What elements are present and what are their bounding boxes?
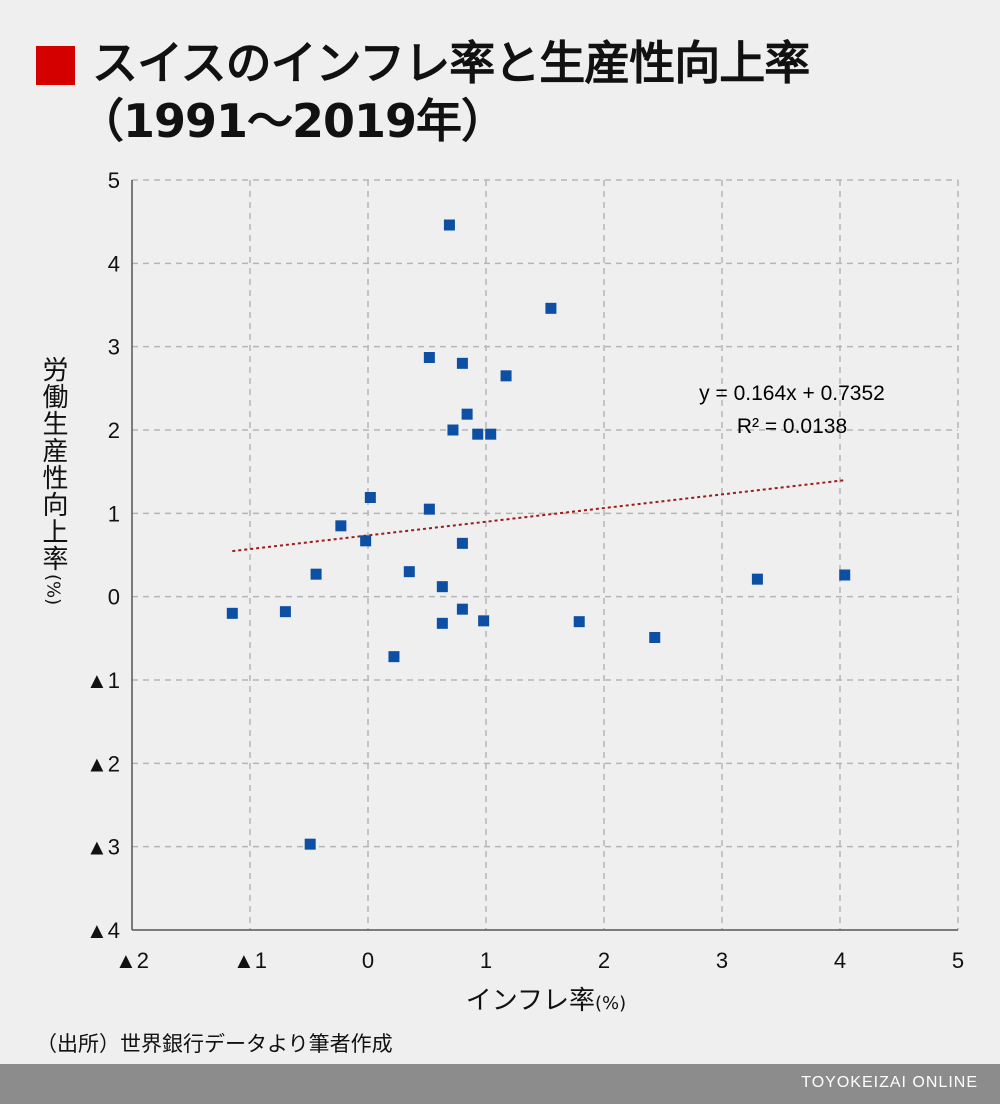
data-point [485, 428, 497, 440]
x-tick-label: 4 [834, 948, 846, 973]
footer-bar: TOYOKEIZAI ONLINE [0, 1064, 1000, 1104]
chart-title: スイスのインフレ率と生産性向上率 [92, 36, 810, 90]
data-point [388, 651, 400, 663]
x-axis-label-group: インフレ率(%) [0, 980, 1000, 1017]
x-axis-label: インフレ率 [465, 986, 596, 1016]
source-note: （出所）世界銀行データより筆者作成 [36, 1032, 393, 1056]
chart-subtitle: （1991〜2019年） [78, 94, 507, 148]
trendline-equation: y = 0.164x + 0.7352 [699, 382, 885, 405]
data-point [751, 573, 763, 585]
y-tick-label: 2 [108, 418, 120, 443]
data-point [456, 603, 468, 615]
data-point [436, 581, 448, 593]
y-axis-unit: (%) [42, 574, 64, 606]
data-point [545, 302, 557, 314]
x-tick-label: ▲2 [115, 948, 149, 973]
y-tick-label: 5 [108, 168, 120, 193]
trendline [232, 479, 845, 553]
data-point [304, 838, 316, 850]
data-point [436, 617, 448, 629]
data-point [360, 535, 372, 547]
data-point [403, 566, 415, 578]
data-point [447, 424, 459, 436]
data-points [226, 219, 851, 850]
x-tick-label: 0 [362, 948, 374, 973]
y-axis-label-group: 労働生産性向上率 (%) [36, 356, 70, 605]
tick-labels: 5 4 3 2 1 0 ▲1 ▲2 ▲3 ▲4 ▲2 ▲1 0 1 2 3 4 5 [86, 168, 964, 973]
data-point [456, 537, 468, 549]
y-axis-label: 労働生産性向上率 [38, 356, 68, 572]
x-tick-label: 2 [598, 948, 610, 973]
data-point [364, 492, 376, 503]
trendline-r2: R² = 0.0138 [737, 415, 847, 438]
x-tick-label: 5 [952, 948, 964, 973]
x-axis-unit: (%) [595, 993, 627, 1014]
x-tick-label: 3 [716, 948, 728, 973]
data-point [500, 370, 512, 382]
title-marker [36, 46, 75, 85]
x-tick-label: ▲1 [233, 948, 267, 973]
scatter-chart: 5 4 3 2 1 0 ▲1 ▲2 ▲3 ▲4 ▲2 ▲1 0 1 2 3 4 5 y = 0.164x + 0.… [86, 168, 964, 973]
y-tick-label: 0 [108, 585, 120, 610]
data-point [423, 503, 435, 515]
data-point [310, 568, 322, 580]
axes [131, 180, 958, 931]
y-tick-label: ▲1 [86, 668, 120, 693]
data-point [443, 219, 455, 231]
footer-brand: TOYOKEIZAI ONLINE [801, 1074, 978, 1091]
y-tick-label: ▲3 [86, 835, 120, 860]
data-point [649, 632, 661, 643]
data-point [456, 357, 468, 369]
y-tick-label: 4 [108, 251, 120, 276]
y-tick-label: ▲2 [86, 751, 120, 776]
y-tick-label: ▲4 [86, 918, 120, 943]
data-point [279, 606, 291, 618]
grid [132, 179, 959, 930]
y-tick-label: 1 [108, 501, 120, 526]
data-point [226, 607, 238, 619]
x-tick-label: 1 [480, 948, 492, 973]
data-point [461, 408, 473, 420]
data-point [478, 615, 490, 627]
y-tick-label: 3 [108, 335, 120, 360]
data-point [839, 569, 851, 581]
data-point [335, 520, 347, 532]
data-point [423, 352, 435, 363]
data-point [573, 616, 585, 628]
trendline-group [232, 479, 845, 553]
data-point [472, 428, 484, 440]
